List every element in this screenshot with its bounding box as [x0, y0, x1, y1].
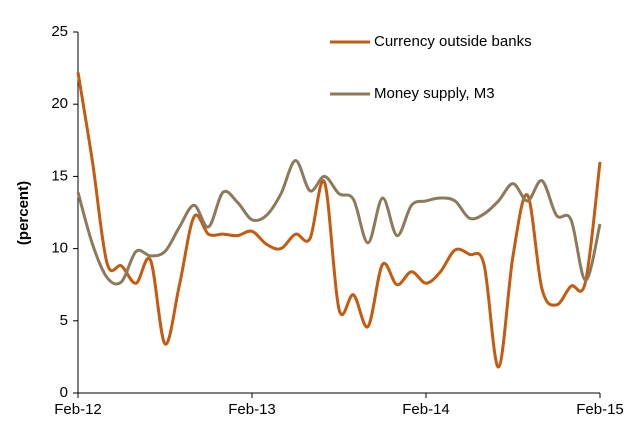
y-tick-label: 5 [60, 312, 68, 329]
y-tick-label: 15 [51, 167, 68, 184]
y-tick-label: 25 [51, 23, 68, 40]
legend-label: Currency outside banks [374, 33, 532, 50]
y-tick-label: 20 [51, 95, 68, 112]
y-tick-label: 10 [51, 240, 68, 257]
y-axis-label: (percent) [15, 181, 32, 245]
series-line [76, 72, 602, 369]
legend-label: Money supply, M3 [374, 85, 495, 102]
x-tick-label: Feb-12 [54, 401, 102, 418]
x-tick-label: Feb-14 [402, 401, 450, 418]
y-tick-label: 0 [60, 384, 68, 401]
x-tick-label: Feb-13 [228, 401, 276, 418]
series-line [76, 159, 602, 286]
x-tick-label: Feb-15 [576, 401, 624, 418]
